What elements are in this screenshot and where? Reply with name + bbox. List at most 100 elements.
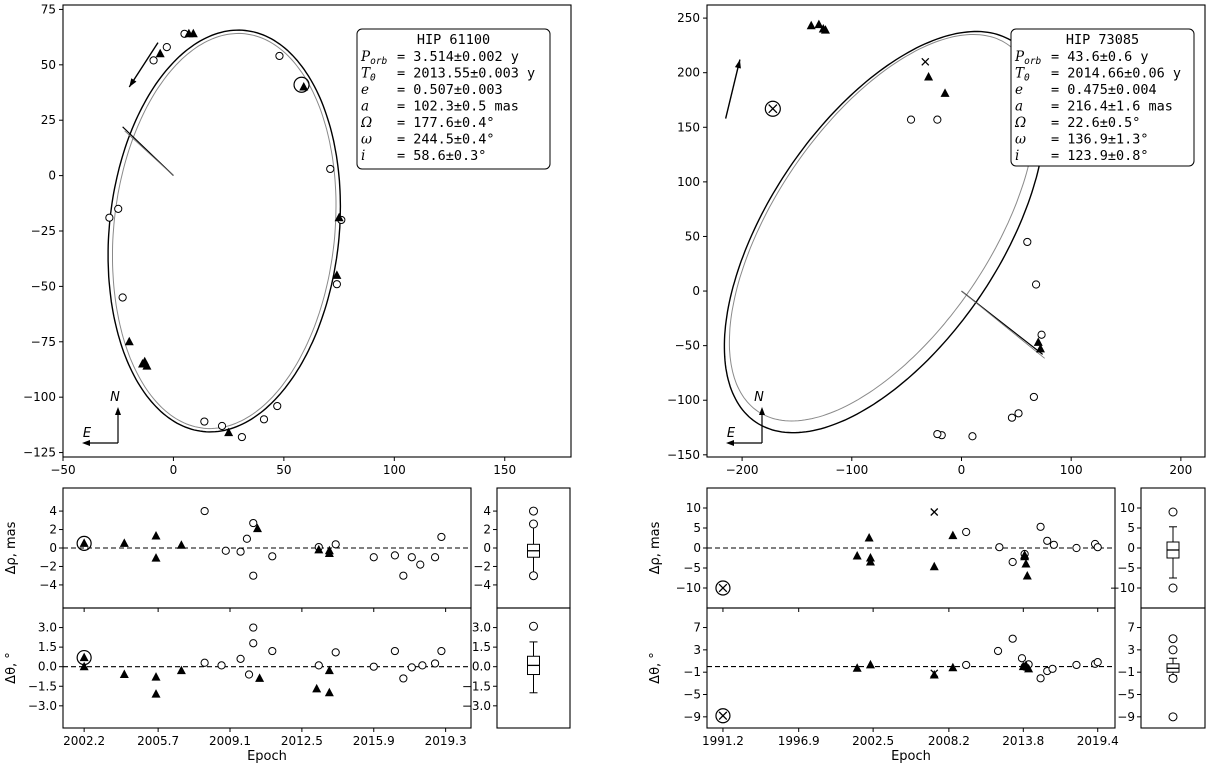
o2-param-symbol: T0 <box>1015 66 1030 84</box>
r2-theta-circle <box>1008 634 1017 643</box>
r1-theta-box-ytick-label: −1.5 <box>462 679 491 693</box>
r1-theta-circle <box>249 623 258 632</box>
r2-theta-frame <box>706 607 1116 729</box>
r1-rho-triangle <box>79 538 89 547</box>
o2-point-circle <box>1037 330 1046 339</box>
r2-rho-circle <box>995 543 1004 552</box>
r2-rho-triangle <box>1021 559 1031 568</box>
r2-rho-circle <box>1093 543 1102 552</box>
r1-rho-circle <box>437 532 446 542</box>
r1-xtick-label: 2015.9 <box>353 734 395 748</box>
r2-theta-circle <box>1017 654 1027 663</box>
o2-point-special-cross <box>768 104 778 114</box>
r2-rho-special <box>715 580 731 596</box>
o2-param-box <box>1010 28 1195 167</box>
o1-param-value: = 177.6±0.4° <box>397 115 495 131</box>
r1-theta-triangle <box>79 661 89 671</box>
r1-theta-circle <box>268 646 277 656</box>
r2-theta-box-ytick-label: −9 <box>1117 710 1135 724</box>
o1-ytick-label: −50 <box>31 279 56 293</box>
r2-rho-circle <box>1049 540 1058 549</box>
r1-rho-ytick-label: 0 <box>49 541 57 555</box>
r1-rho-circle <box>221 546 230 555</box>
r2-rho-ytick-label: 0 <box>693 541 701 555</box>
r1-xtick-label: 2019.3 <box>425 734 467 748</box>
r2-theta-triangle <box>852 663 862 672</box>
o1-xtick-label: 150 <box>493 463 516 477</box>
o2-ytick-label: 0 <box>692 284 700 298</box>
o2-point-circle <box>968 432 977 441</box>
o1-point-circle <box>259 415 269 424</box>
r1-theta-box-ytick-label: −3.0 <box>462 699 491 713</box>
r2-theta-box-ytick-label: 3 <box>1127 643 1135 657</box>
r2-rho-triangle <box>948 530 958 540</box>
r1-rho-triangle <box>119 538 129 547</box>
o1-point-circle <box>149 56 158 65</box>
o1-param-symbol: e <box>361 82 369 98</box>
o2-param-value: = 123.9±0.8° <box>1051 148 1149 164</box>
r1-theta-box-ytick-label: 1.5 <box>472 640 491 654</box>
o2-ytick-label: 50 <box>685 229 700 243</box>
o2-point-circle <box>1023 237 1032 247</box>
o1-param-value: = 0.507±0.003 <box>397 82 503 98</box>
r1-theta-ytick-label: 1.5 <box>38 640 57 654</box>
r1-theta-ytick-label: 0.0 <box>38 660 57 674</box>
o1-star-name: HIP 61100 <box>417 32 490 48</box>
o1-point-triangle <box>332 270 342 279</box>
r1-theta-circle <box>217 661 226 670</box>
r1-theta-triangle <box>324 687 334 697</box>
r1-rho-circle <box>399 571 408 580</box>
r2-rho-ylabel: Δρ, mas <box>648 521 663 574</box>
o2-point-circle <box>933 429 942 439</box>
r1-theta-triangle <box>151 689 161 698</box>
o1-point-circle <box>275 51 284 61</box>
r2-theta-circle <box>1072 660 1081 670</box>
o2-point-circle <box>933 115 942 124</box>
o1-motion-arrow <box>128 42 159 88</box>
r1-rho-ytick-label: 2 <box>49 523 57 537</box>
o2-xtick-label: −100 <box>835 463 868 477</box>
o2-param-symbol: Porb <box>1014 49 1042 67</box>
o2-ytick-label: 100 <box>677 175 700 189</box>
r2-theta-box-ytick-label: 7 <box>1127 621 1135 635</box>
r1-theta-circle <box>236 654 245 663</box>
r2-xtick-label: 2019.4 <box>1077 734 1119 748</box>
o1-point-triangle <box>124 336 134 346</box>
o2-param-value: = 2014.66±0.06 y <box>1051 66 1181 82</box>
o1-compass-east-head <box>82 440 90 446</box>
r1-theta-box-ytick-label: 3.0 <box>472 621 491 635</box>
o2-compass-east-head <box>726 440 734 446</box>
r1-theta-circle <box>244 670 254 679</box>
o2-param-value: = 22.6±0.5° <box>1051 115 1140 131</box>
o2-param-value: = 136.9±1.3° <box>1051 132 1149 148</box>
o2-point-cross <box>921 57 930 66</box>
r1-theta-triangle <box>176 665 186 675</box>
o2-point-triangle <box>806 20 816 30</box>
r2-rho-circle <box>1008 557 1017 567</box>
r1-theta-triangle <box>312 683 322 693</box>
o2-point-triangle <box>940 88 950 97</box>
r2-theta-circle <box>1036 674 1045 683</box>
r1-theta-circle <box>331 648 340 657</box>
r2-xtick-label: 2013.8 <box>1002 734 1044 748</box>
r2-rho-triangle <box>1022 571 1032 580</box>
o1-param-symbol: ω <box>361 132 372 148</box>
r2-theta-box-flier <box>1168 712 1178 722</box>
r1-theta-triangle <box>151 672 161 681</box>
r2-theta-circle <box>993 646 1003 656</box>
r1-rho-circle <box>331 540 340 549</box>
o1-compass-north-head <box>115 407 121 415</box>
r2-rho-ytick-label: 10 <box>686 501 701 515</box>
o1-point-circle <box>273 401 282 411</box>
r2-theta-circle <box>1048 664 1057 673</box>
r2-rho-circle <box>1043 536 1052 545</box>
r2-theta-triangle <box>1024 663 1034 673</box>
r1-rho-circle <box>242 534 252 543</box>
o1-xtick-label: 0 <box>170 463 178 477</box>
o1-ytick-label: 25 <box>41 113 56 127</box>
r2-theta-ytick-label: −1 <box>683 665 701 679</box>
r1-rho-triangle <box>151 531 161 540</box>
r1-rho-box-flier <box>529 506 538 516</box>
o1-param-symbol: Ω <box>360 115 372 131</box>
o1-point-circle <box>237 432 247 442</box>
